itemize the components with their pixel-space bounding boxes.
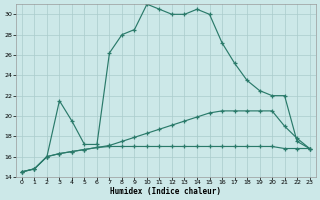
X-axis label: Humidex (Indice chaleur): Humidex (Indice chaleur)	[110, 187, 221, 196]
